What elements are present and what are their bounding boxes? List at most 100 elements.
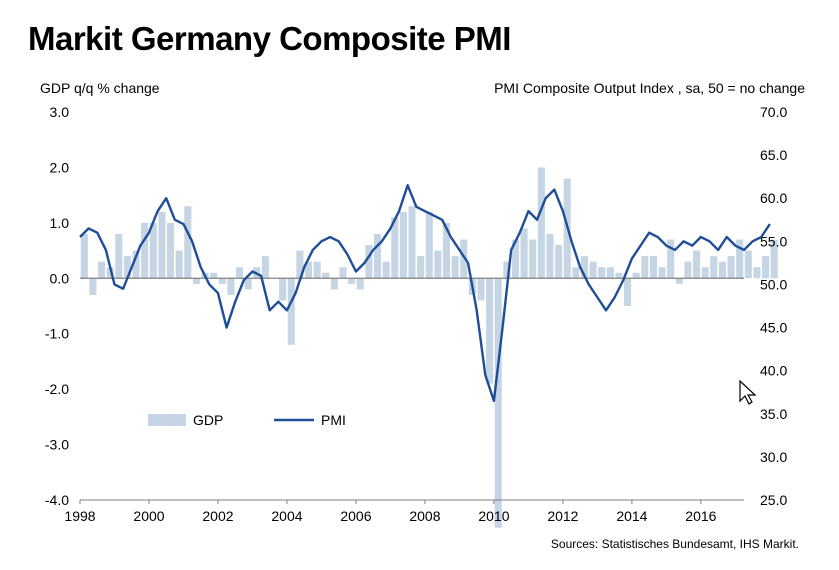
gdp-bar [710, 256, 718, 279]
y-axis-right-ticks: 70.0 65.0 60.0 55.0 50.0 45.0 40.0 35.0 30.0 25.0 [760, 104, 787, 508]
y-left-tick-label: -1.0 [45, 326, 69, 342]
gdp-bar [727, 256, 735, 279]
gdp-bar [486, 278, 494, 384]
gdp-bar [580, 256, 588, 279]
gdp-bar [632, 272, 640, 279]
gdp-bar [399, 211, 407, 279]
gdp-bar [158, 211, 166, 279]
gdp-bar [451, 256, 459, 279]
gdp-bar [736, 239, 744, 279]
gdp-bar [382, 261, 390, 279]
pmi-series-line [79, 184, 771, 403]
gdp-bar [649, 256, 657, 279]
source-note: Sources: Statistisches Bundesamt, IHS Ma… [550, 537, 799, 551]
legend-gdp-swatch [148, 414, 186, 426]
y-right-tick-label: 60.0 [760, 190, 787, 206]
y-right-tick-label: 40.0 [760, 363, 787, 379]
gdp-bar [641, 256, 649, 279]
y-axis-right-label: PMI Composite Output Index , sa, 50 = no… [494, 80, 805, 96]
gdp-bar [244, 278, 252, 290]
gdp-bar [304, 261, 313, 279]
gdp-bar [589, 261, 597, 279]
gdp-bar [511, 239, 520, 279]
gdp-bar [391, 217, 399, 279]
gdp-bar [520, 228, 528, 279]
x-tick-label: 2016 [685, 508, 716, 524]
gdp-bar [184, 206, 192, 279]
gdp-bar [744, 250, 752, 279]
chart-title: Markit Germany Composite PMI [28, 20, 511, 57]
mouse-pointer-icon [739, 379, 757, 405]
gdp-bar [701, 267, 709, 279]
x-tick-label: 2004 [271, 508, 302, 524]
gdp-bar [313, 261, 321, 279]
gdp-bar [115, 233, 123, 279]
x-tick-label: 2008 [409, 508, 440, 524]
y-right-tick-label: 65.0 [760, 147, 787, 163]
gdp-bar [753, 267, 761, 279]
gdp-bar [675, 278, 683, 284]
legend-gdp-label: GDP [193, 412, 223, 428]
gdp-bar [356, 278, 364, 290]
gdp-bar [693, 250, 701, 279]
y-left-tick-label: 3.0 [50, 104, 70, 120]
gdp-bar [624, 278, 632, 306]
gdp-bar [598, 267, 606, 279]
gdp-bar [555, 245, 563, 279]
gdp-bar [287, 278, 295, 345]
gdp-bar [658, 267, 666, 279]
gdp-bar [322, 272, 330, 279]
gdp-bars [80, 167, 778, 528]
y-right-tick-label: 70.0 [760, 104, 787, 120]
gdp-bar [279, 278, 287, 301]
x-tick-label: 2006 [340, 508, 371, 524]
gdp-bar [106, 267, 114, 279]
gdp-bar [89, 278, 97, 295]
gdp-bar [339, 267, 347, 279]
x-tick-label: 2000 [133, 508, 164, 524]
y-right-tick-label: 50.0 [760, 276, 787, 292]
y-left-tick-label: 0.0 [50, 270, 70, 286]
y-left-tick-label: 2.0 [50, 159, 70, 175]
legend-pmi-label: PMI [321, 412, 346, 428]
gdp-bar [227, 278, 235, 295]
y-right-tick-label: 55.0 [760, 233, 787, 249]
y-right-tick-label: 30.0 [760, 449, 787, 465]
y-axis-left-ticks: 3.0 2.0 1.0 0.0 -1.0 -2.0 -3.0 -4.0 [45, 104, 69, 508]
gdp-bar [460, 239, 468, 279]
y-axis-left-label: GDP q/q % change [40, 80, 160, 96]
gdp-bar [80, 233, 88, 279]
gdp-bar [434, 250, 442, 279]
gdp-bar [762, 256, 770, 279]
gdp-bar [149, 222, 157, 279]
gdp-bar [348, 278, 356, 284]
gdp-bar [615, 272, 623, 279]
x-tick-label: 2012 [547, 508, 578, 524]
y-left-tick-label: -3.0 [45, 437, 69, 453]
gdp-bar [373, 233, 382, 279]
gdp-bar [770, 239, 778, 279]
gdp-bar [442, 222, 451, 279]
gdp-bar [141, 222, 149, 279]
x-tick-label: 1998 [64, 508, 95, 524]
gdp-bar [494, 278, 502, 528]
gdp-bar [261, 256, 269, 279]
x-tick-label: 2002 [202, 508, 233, 524]
y-right-tick-label: 45.0 [760, 320, 787, 336]
gdp-bar [98, 261, 106, 279]
y-right-tick-label: 35.0 [760, 406, 787, 422]
gdp-bar [503, 261, 511, 279]
gdp-bar [210, 272, 218, 279]
gdp-bar [175, 250, 183, 279]
gdp-bar [572, 267, 580, 279]
gdp-bar [546, 233, 554, 279]
gdp-bar [684, 261, 692, 279]
y-left-tick-label: -2.0 [45, 381, 69, 397]
gdp-bar [606, 267, 614, 279]
gdp-bar [408, 206, 416, 279]
gdp-bar [218, 278, 226, 284]
x-axis-ticks: 1998 2000 2002 2004 2006 2008 2010 2012 2014 2016 [64, 500, 717, 524]
gdp-bar [192, 278, 200, 284]
gdp-bar [167, 222, 175, 279]
